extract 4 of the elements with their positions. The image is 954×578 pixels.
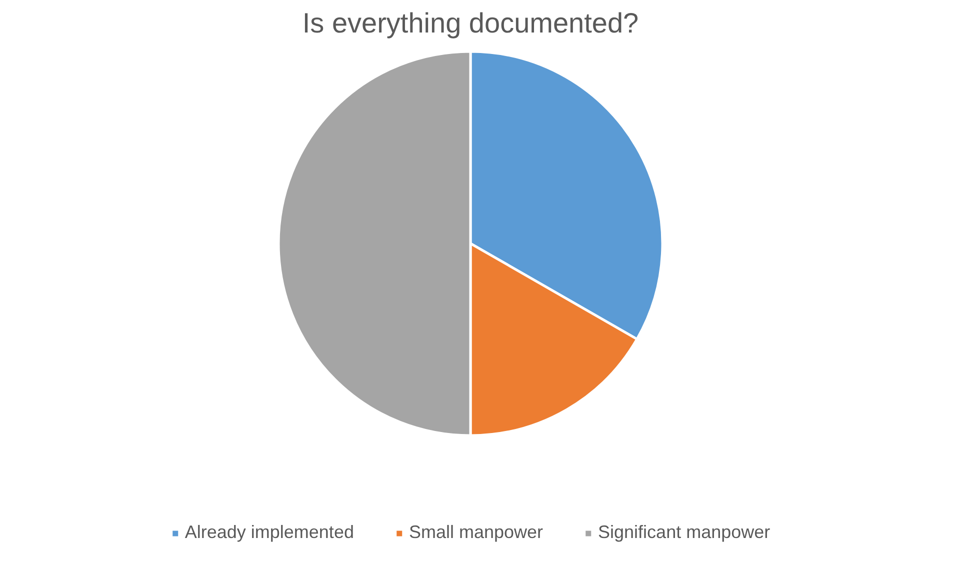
chart-title: Is everything documented? [302, 8, 639, 38]
legend-label: Significant manpower [598, 522, 770, 543]
legend-label: Already implemented [184, 522, 354, 543]
legend-label: Small manpower [408, 522, 544, 543]
